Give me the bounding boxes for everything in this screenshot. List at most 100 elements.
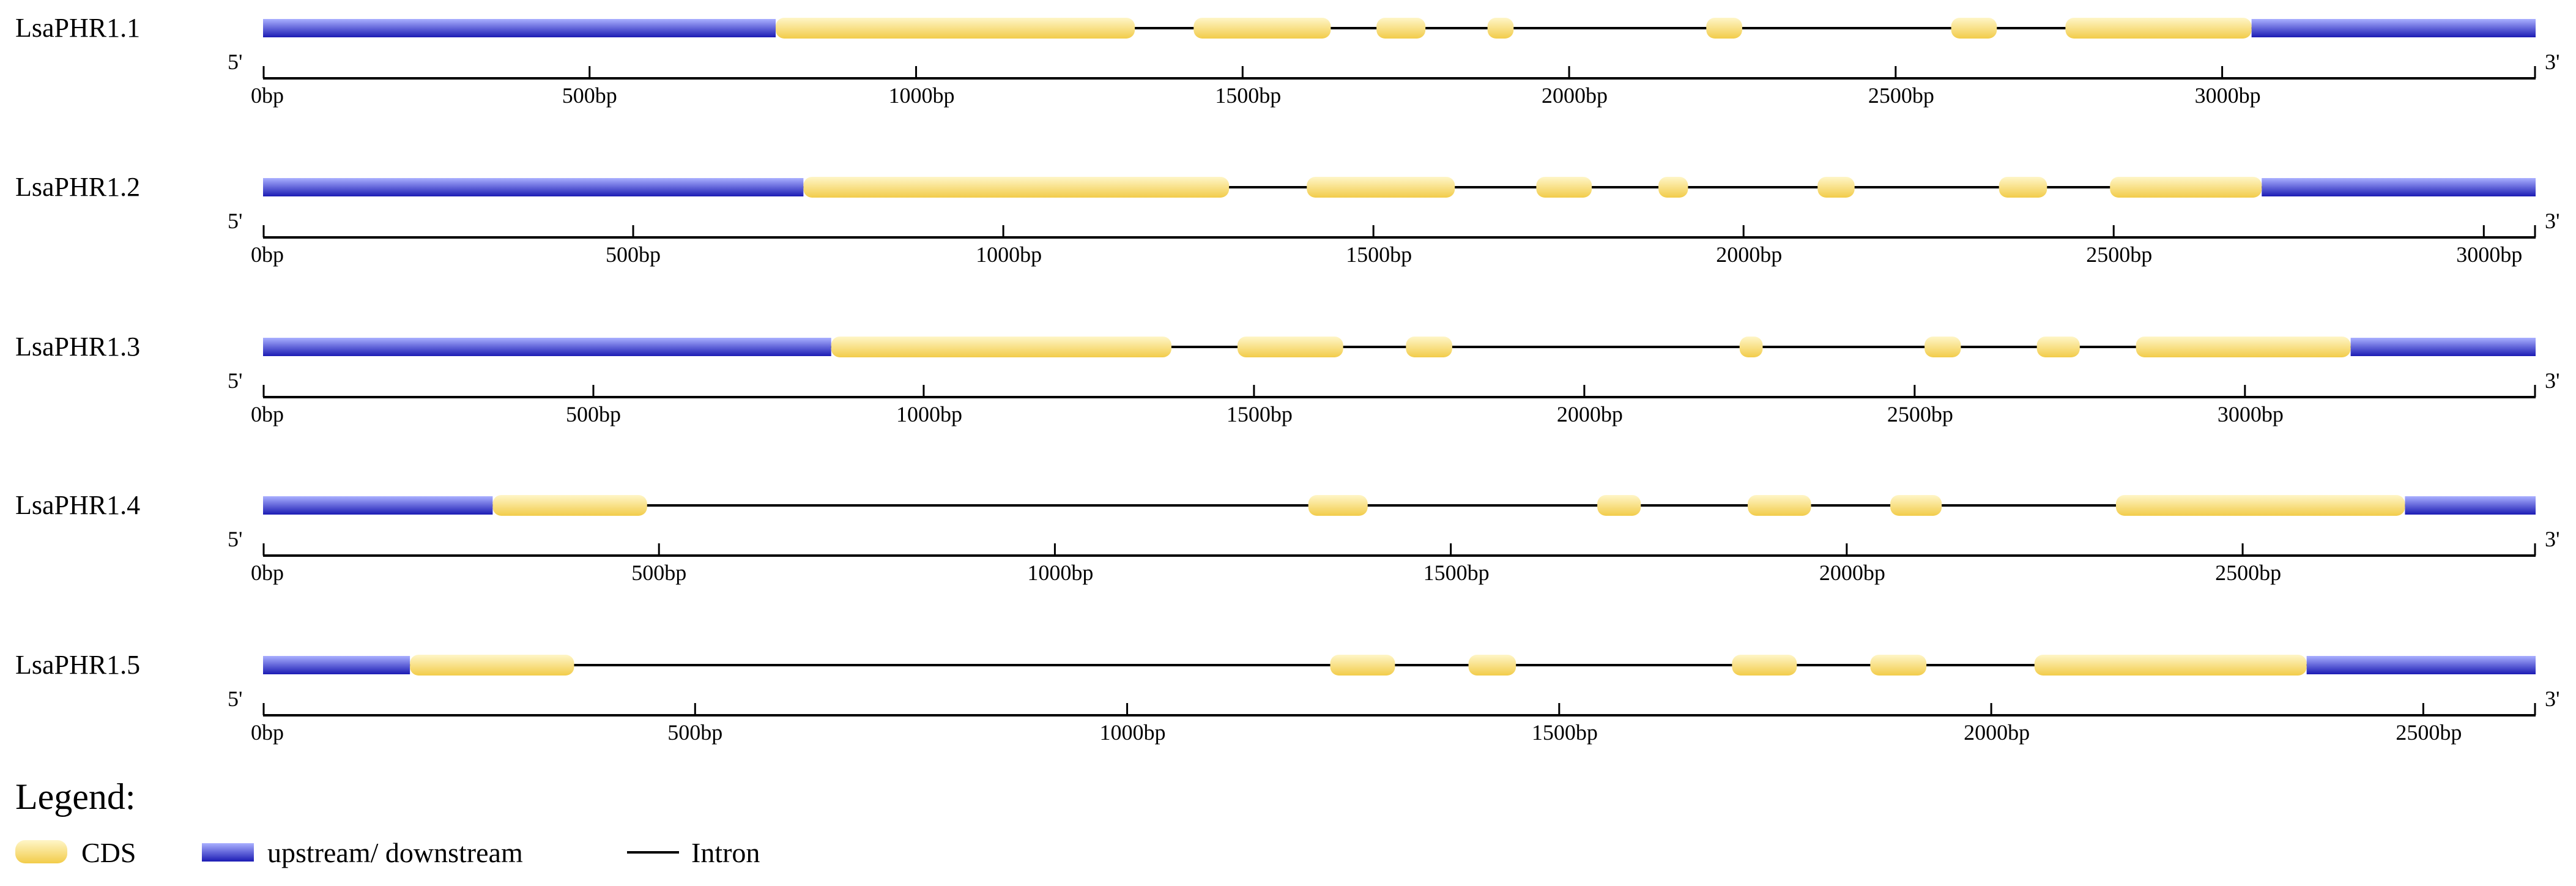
five-prime-label: 5' [228, 50, 243, 74]
tick-label: 3000bp [2456, 242, 2522, 267]
tick-label: 1000bp [976, 242, 1042, 267]
utr-segment [2251, 19, 2536, 37]
gene-track: LsaPHR1.5 5' 3' 0bp 500bp 1000bp 1500bp 2000bp 2… [15, 650, 2560, 745]
gene-name: LsaPHR1.4 [15, 490, 140, 520]
cds-segment [1951, 18, 1997, 39]
gene-track: LsaPHR1.2 5' 3' 0bp 500bp 1000bp 1500bp 2000bp 2… [15, 172, 2560, 267]
cds-swatch [15, 840, 67, 863]
cds-segment [2034, 655, 2307, 676]
cds-segment [2036, 337, 2080, 357]
legend-label: Intron [691, 837, 760, 868]
tick-label: 2000bp [1819, 560, 1885, 585]
tick-label: 500bp [606, 242, 661, 267]
tick-label: 2500bp [2396, 720, 2462, 745]
three-prime-label: 3' [2545, 527, 2560, 551]
gene-tracks: LsaPHR1.1 5' 3' 0bp 500bp 1000bp 1500bp 2000bp 2… [15, 13, 2560, 745]
tick-label: 1000bp [1100, 720, 1166, 745]
tick-label: 1000bp [889, 83, 955, 108]
cds-segment [2115, 495, 2405, 516]
tick-label: 1000bp [1027, 560, 1093, 585]
three-prime-label: 3' [2545, 209, 2560, 233]
tick-label: 500bp [631, 560, 686, 585]
cds-segment [1925, 337, 1961, 357]
cds-segment [776, 18, 1135, 39]
cds-segment [1597, 495, 1641, 516]
gene-name: LsaPHR1.3 [15, 332, 140, 362]
tick-label: 0bp [251, 402, 284, 426]
cds-segment [1706, 18, 1742, 39]
legend-item-cds: CDS [15, 837, 136, 868]
tick-label: 1500bp [1346, 242, 1412, 267]
tick-label: 2500bp [1868, 83, 1934, 108]
legend: Legend: CDS upstream/ downstream Intron [15, 776, 760, 868]
gene-track: LsaPHR1.4 5' 3' 0bp 500bp 1000bp 1500bp 2000bp 2… [15, 490, 2560, 585]
utr-segment [263, 656, 410, 674]
tick-label: 3000bp [2195, 83, 2261, 108]
tick-label: 2000bp [1716, 242, 1782, 267]
tick-label: 0bp [251, 560, 284, 585]
cds-segment [492, 495, 647, 516]
tick-label: 2000bp [1542, 83, 1608, 108]
utr-segment [263, 338, 831, 356]
cds-segment [1237, 337, 1343, 357]
tick-label: 0bp [251, 720, 284, 745]
five-prime-label: 5' [228, 687, 243, 711]
tick-label: 2500bp [2215, 560, 2281, 585]
utr-swatch [202, 843, 254, 862]
gene-name: LsaPHR1.1 [15, 13, 140, 43]
tick-label: 3000bp [2218, 402, 2284, 426]
tick-label: 0bp [251, 83, 284, 108]
tick-label: 1500bp [1227, 402, 1293, 426]
cds-segment [1748, 495, 1811, 516]
cds-segment [2136, 337, 2351, 357]
three-prime-label: 3' [2545, 50, 2560, 74]
cds-segment [2065, 18, 2252, 39]
cds-segment [1658, 177, 1688, 198]
tick-label: 2000bp [1964, 720, 2030, 745]
five-prime-label: 5' [228, 527, 243, 551]
gene-track: LsaPHR1.1 5' 3' 0bp 500bp 1000bp 1500bp 2000bp 2… [15, 13, 2560, 108]
tick-label: 1500bp [1532, 720, 1598, 745]
legend-item-intron: Intron [627, 837, 760, 868]
utr-segment [263, 178, 804, 196]
gene-track: LsaPHR1.3 5' 3' 0bp 500bp 1000bp 1500bp 2000bp 2… [15, 332, 2560, 426]
cds-segment [1870, 655, 1927, 676]
utr-segment [2350, 338, 2536, 356]
five-prime-label: 5' [228, 368, 243, 393]
tick-label: 500bp [566, 402, 621, 426]
tick-label: 2500bp [1887, 402, 1953, 426]
utr-segment [263, 496, 493, 515]
cds-segment [1468, 655, 1516, 676]
cds-segment [803, 177, 1230, 198]
cds-segment [1817, 177, 1855, 198]
cds-segment [1193, 18, 1331, 39]
legend-item-utr: upstream/ downstream [202, 837, 523, 868]
tick-label: 500bp [562, 83, 617, 108]
cds-segment [1739, 337, 1763, 357]
cds-segment [831, 337, 1171, 357]
cds-segment [1999, 177, 2047, 198]
utr-segment [2306, 656, 2536, 674]
gene-name: LsaPHR1.2 [15, 172, 140, 202]
utr-segment [2405, 496, 2536, 515]
tick-label: 500bp [667, 720, 722, 745]
gene-name: LsaPHR1.5 [15, 650, 140, 680]
utr-segment [2262, 178, 2536, 196]
legend-title: Legend: [15, 776, 136, 817]
cds-segment [1732, 655, 1797, 676]
utr-segment [263, 19, 776, 37]
cds-segment [1536, 177, 1592, 198]
cds-segment [1308, 495, 1368, 516]
cds-segment [1487, 18, 1514, 39]
three-prime-label: 3' [2545, 368, 2560, 393]
cds-segment [2110, 177, 2262, 198]
legend-label: upstream/ downstream [267, 837, 523, 868]
legend-label: CDS [81, 837, 136, 868]
cds-segment [1330, 655, 1395, 676]
tick-label: 2000bp [1557, 402, 1623, 426]
cds-segment [410, 655, 574, 676]
five-prime-label: 5' [228, 209, 243, 233]
cds-segment [1406, 337, 1452, 357]
tick-label: 1000bp [896, 402, 962, 426]
